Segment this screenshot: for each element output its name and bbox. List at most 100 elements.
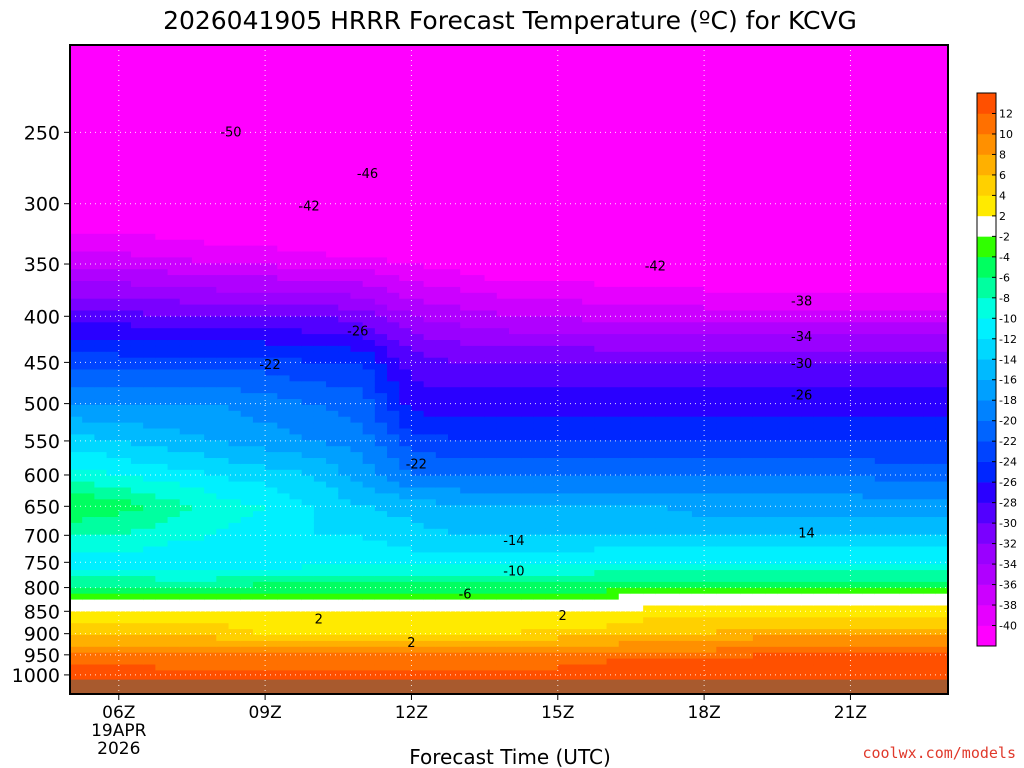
heatmap-cell [460,617,474,624]
heatmap-cell [374,617,388,624]
heatmap-cell [179,617,193,624]
heatmap-cell [350,546,364,553]
heatmap-cell [240,581,254,589]
heatmap-cell [472,670,486,677]
heatmap-cell [338,251,352,258]
heatmap-cell [94,605,108,612]
heatmap-cell [155,210,169,217]
heatmap-cell [265,611,278,618]
heatmap-cell [448,121,461,129]
heatmap-cell [252,635,266,642]
heatmap-cell [313,204,327,211]
heatmap-cell [155,86,169,93]
heatmap-cell [313,163,327,170]
heatmap-cell [509,676,522,683]
heatmap-cell [240,387,254,394]
heatmap-cell [179,121,193,129]
heatmap-cell [594,664,608,671]
heatmap-cell [460,434,474,441]
heatmap-cell [460,92,474,99]
heatmap-cell [435,245,449,253]
heatmap-cell [509,115,522,123]
heatmap-cell [509,168,522,176]
heatmap-cell [277,363,291,371]
heatmap-cell [191,157,205,164]
heatmap-cell [509,469,522,477]
heatmap-cell [70,263,83,270]
heatmap-cell [350,245,364,253]
heatmap-cell [448,133,461,140]
heatmap-cell [130,251,144,258]
heatmap-cell [70,328,83,335]
heatmap-cell [387,446,400,453]
heatmap-cell [557,104,571,111]
heatmap-cell [277,670,291,677]
heatmap-cell [411,210,425,217]
heatmap-cell [301,239,315,247]
heatmap-cell [569,121,583,129]
heatmap-cell [472,127,486,135]
heatmap-cell [82,635,95,642]
heatmap-cell [82,151,95,158]
heatmap-cell [569,186,583,194]
heatmap-cell [204,469,217,477]
heatmap-cell [362,192,376,199]
heatmap-cell [472,593,486,601]
heatmap-cell [618,281,632,288]
heatmap-cell [582,151,595,158]
heatmap-cell [252,493,266,500]
heatmap-cell [582,310,595,317]
heatmap-cell [167,363,181,371]
heatmap-cell [143,74,156,81]
heatmap-cell [167,676,181,683]
heatmap-cell [228,522,242,530]
heatmap-cell [179,127,193,135]
heatmap-cell [557,50,571,58]
heatmap-cell [277,180,291,188]
heatmap-cell [70,50,83,58]
heatmap-cell [423,570,437,577]
heatmap-cell [521,469,534,477]
heatmap-cell [484,623,498,630]
heatmap-cell [301,222,315,229]
heatmap-cell [435,375,449,382]
heatmap-cell [313,576,327,583]
heatmap-cell [155,157,169,164]
heatmap-cell [460,640,474,648]
heatmap-cell [399,558,413,565]
heatmap-cell [618,98,632,105]
heatmap-cell [313,292,327,300]
heatmap-cell [228,605,242,612]
heatmap-cell [277,121,291,129]
heatmap-cell [289,570,303,577]
heatmap-cell [569,363,583,371]
heatmap-cell [606,428,620,435]
heatmap-cell [265,80,278,87]
heatmap-cell [569,245,583,253]
heatmap-cell [204,56,217,64]
heatmap-cell [545,475,559,483]
heatmap-cell [326,399,339,406]
heatmap-cell [509,558,522,565]
heatmap-cell [448,239,461,247]
heatmap-cell [606,440,620,447]
heatmap-cell [228,145,242,152]
heatmap-cell [472,369,486,376]
heatmap-cell [423,640,437,648]
heatmap-cell [289,204,303,211]
heatmap-cell [191,658,205,666]
heatmap-cell [423,328,437,335]
heatmap-cell [362,428,376,435]
heatmap-cell [448,493,461,500]
heatmap-cell [569,422,583,430]
heatmap-cell [228,481,242,489]
heatmap-cell [435,428,449,435]
heatmap-cell [423,393,437,400]
heatmap-cell [557,351,571,359]
heatmap-cell [423,74,437,81]
heatmap-cell [167,593,181,601]
heatmap-cell [569,310,583,317]
heatmap-cell [228,670,242,677]
heatmap-cell [252,216,266,223]
heatmap-cell [435,298,449,306]
